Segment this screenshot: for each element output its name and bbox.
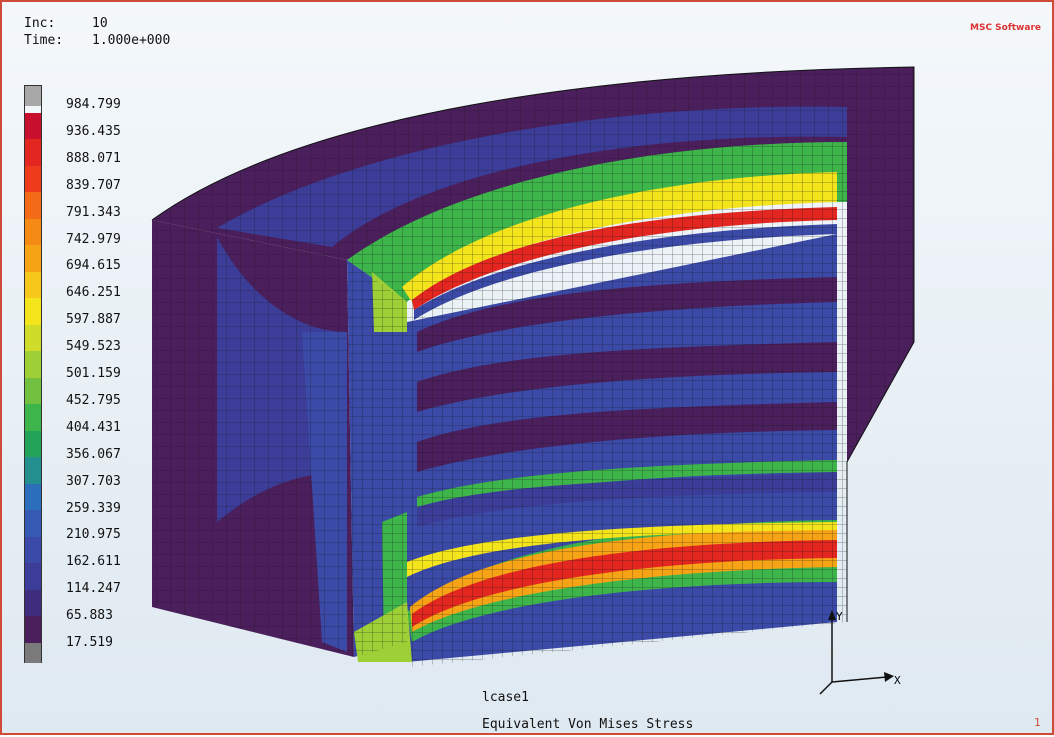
- increment-label: Inc:: [24, 16, 56, 31]
- legend-swatch: [25, 510, 41, 537]
- legend-value: 259.339: [66, 500, 121, 516]
- legend-value: 984.799: [66, 97, 121, 112]
- legend-swatch: [25, 86, 41, 106]
- axis-y-label: Y: [836, 610, 843, 623]
- legend-swatch: [25, 377, 41, 404]
- legend-value: 17.519: [66, 635, 113, 650]
- legend-swatch: [25, 563, 41, 590]
- inner-curved-face: [347, 142, 847, 667]
- legend-swatch-bottom: [25, 642, 41, 663]
- stress-legend-colorbar: [24, 85, 42, 663]
- legend-value: 839.707: [66, 177, 121, 193]
- legend-value: 549.523: [66, 339, 121, 355]
- axis-x-label: X: [894, 674, 901, 687]
- legend-value: 162.611: [66, 554, 121, 570]
- legend-value: 452.795: [66, 392, 121, 408]
- legend-value: 210.975: [66, 527, 121, 543]
- legend-swatch: [25, 616, 41, 643]
- legend-swatch: [25, 324, 41, 351]
- legend-value: 114.247: [66, 581, 121, 597]
- legend-value: 404.431: [66, 419, 121, 435]
- legend-swatch: [25, 165, 41, 192]
- legend-swatch: [25, 536, 41, 563]
- legend-swatch: [25, 589, 41, 616]
- time-label: Time:: [24, 33, 64, 48]
- legend-swatch: [25, 271, 41, 298]
- legend-swatch: [25, 430, 41, 457]
- legend-value: 501.159: [66, 366, 121, 381]
- msc-software-logo: MSC Software: [970, 23, 1041, 33]
- legend-value: 597.887: [66, 312, 121, 328]
- legend-value: 936.435: [66, 123, 121, 139]
- result-label: Equivalent Von Mises Stress: [482, 717, 694, 732]
- legend-swatch: [25, 404, 41, 431]
- legend-swatch: [25, 218, 41, 245]
- legend-swatch: [25, 351, 41, 378]
- legend-swatch: [25, 139, 41, 166]
- legend-value: 646.251: [66, 285, 121, 301]
- time-value: 1.000e+000: [92, 33, 171, 48]
- increment-value: 10: [92, 16, 108, 31]
- legend-value: 791.343: [66, 204, 121, 220]
- legend-swatch: [25, 192, 41, 219]
- legend-swatch: [25, 298, 41, 325]
- legend-swatch: [25, 483, 41, 510]
- legend-value: 356.067: [66, 446, 121, 462]
- legend-value: 888.071: [66, 150, 121, 166]
- page-number: 1: [1034, 716, 1041, 729]
- legend-value: 65.883: [66, 608, 113, 624]
- legend-swatch: [25, 245, 41, 272]
- axis-triad: Y X: [819, 610, 901, 695]
- legend-value: 307.703: [66, 473, 121, 489]
- loadcase-label: lcase1: [482, 690, 529, 705]
- legend-swatch: [25, 457, 41, 484]
- legend-swatch: [25, 112, 41, 139]
- legend-value: 694.615: [66, 258, 121, 274]
- legend-value: 742.979: [66, 231, 121, 247]
